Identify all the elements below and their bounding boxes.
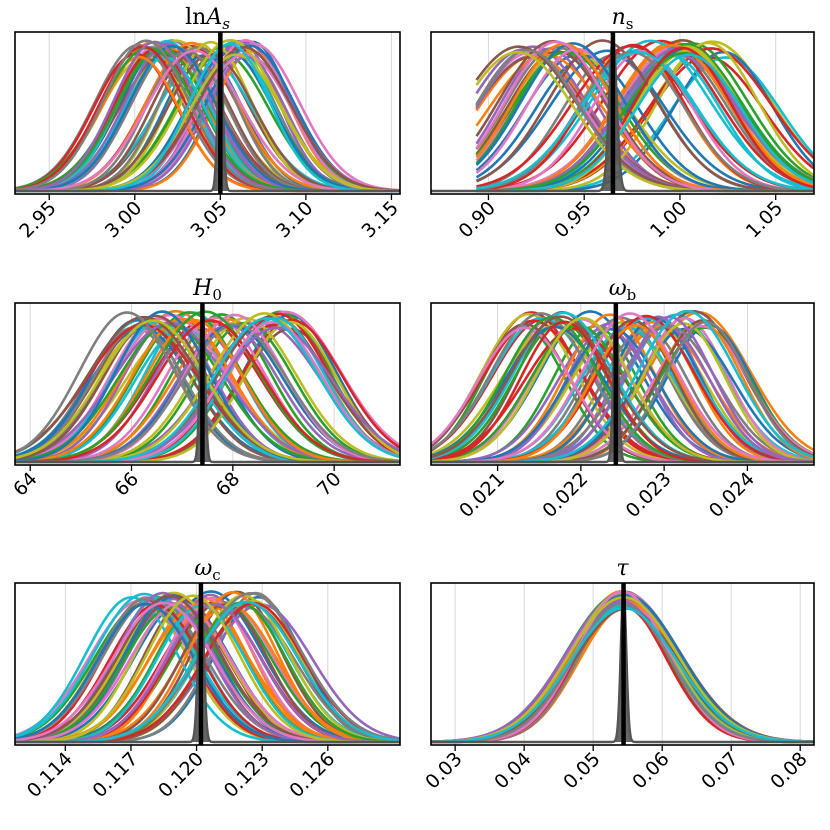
- x-tick-label: 0.021: [455, 468, 509, 522]
- axes-frame: [430, 31, 815, 195]
- x-tick-label: 0.117: [88, 748, 142, 802]
- posterior-curve-50: [476, 51, 814, 192]
- x-tick-label: 64: [9, 468, 42, 501]
- posterior-curve-60: [476, 53, 814, 193]
- x-tick-label: 1.05: [742, 197, 787, 242]
- x-tick-label: 66: [110, 468, 143, 501]
- axes-frame: [14, 302, 401, 466]
- posterior-curves: [431, 309, 814, 464]
- x-tick-label: 3.00: [101, 197, 146, 242]
- panel-title: ωc: [194, 556, 220, 584]
- x-tick-label: 2.95: [15, 197, 60, 242]
- panel-6: 0.03 0.04 0.05 0.06 0.07 0.08 τ: [421, 556, 815, 793]
- panel-1: 2.95 3.00 3.05 3.10 3.15 lnAs: [14, 5, 403, 242]
- x-tick-label: 70: [313, 468, 346, 501]
- x-tick-label: 0.03: [421, 748, 466, 793]
- x-tick-label: 3.05: [186, 197, 231, 242]
- axes-frame: [14, 31, 401, 195]
- posterior-curves: [15, 38, 400, 193]
- panel-title: H0: [192, 276, 222, 304]
- x-tick-label: 3.10: [272, 197, 317, 242]
- posterior-curves: [475, 39, 814, 193]
- posterior-curve-54: [15, 319, 400, 464]
- posterior-curve-53: [476, 51, 814, 193]
- posterior-curve-37: [476, 49, 814, 192]
- x-tick-label: 0.04: [490, 748, 535, 793]
- posterior-curve-48: [476, 50, 814, 192]
- panel-3: 64 66 68 70 H0: [9, 276, 401, 501]
- panel-2: 0.90 0.95 1.00 1.05 ns: [430, 5, 815, 242]
- x-tick-label: 68: [212, 468, 245, 501]
- x-tick-label: 0.08: [766, 748, 811, 793]
- x-tick-label: 0.06: [628, 748, 673, 793]
- panel-title: lnAs: [185, 5, 230, 33]
- x-tick-label: 0.120: [154, 748, 208, 802]
- panel-5: 0.114 0.117 0.120 0.123 0.126 ωc: [14, 556, 401, 802]
- x-tick-label: 0.123: [220, 748, 274, 802]
- x-tick-label: 0.05: [559, 748, 604, 793]
- x-tick-label: 0.022: [538, 468, 592, 522]
- posterior-curve-55: [15, 603, 400, 744]
- panel-4: 0.021 0.022 0.023 0.024 ωb: [430, 276, 815, 522]
- x-tick-label: 3.15: [358, 197, 403, 242]
- posterior-curve-57: [15, 49, 400, 193]
- panel-title: ns: [612, 5, 634, 33]
- x-tick-label: 0.023: [622, 468, 676, 522]
- panel-title: τ: [616, 556, 629, 581]
- posterior-curve-57: [431, 312, 814, 464]
- x-tick-label: 0.024: [705, 468, 759, 522]
- axes-frame: [430, 302, 815, 466]
- axes-frame: [430, 582, 815, 746]
- x-tick-label: 1.00: [646, 197, 691, 242]
- x-tick-label: 0.90: [455, 197, 500, 242]
- x-tick-label: 0.114: [23, 748, 77, 802]
- axes-frame: [14, 582, 401, 746]
- panel-title: ωb: [609, 276, 637, 304]
- x-tick-label: 0.07: [697, 748, 742, 793]
- x-tick-label: 0.95: [550, 197, 595, 242]
- x-tick-label: 0.126: [285, 748, 339, 802]
